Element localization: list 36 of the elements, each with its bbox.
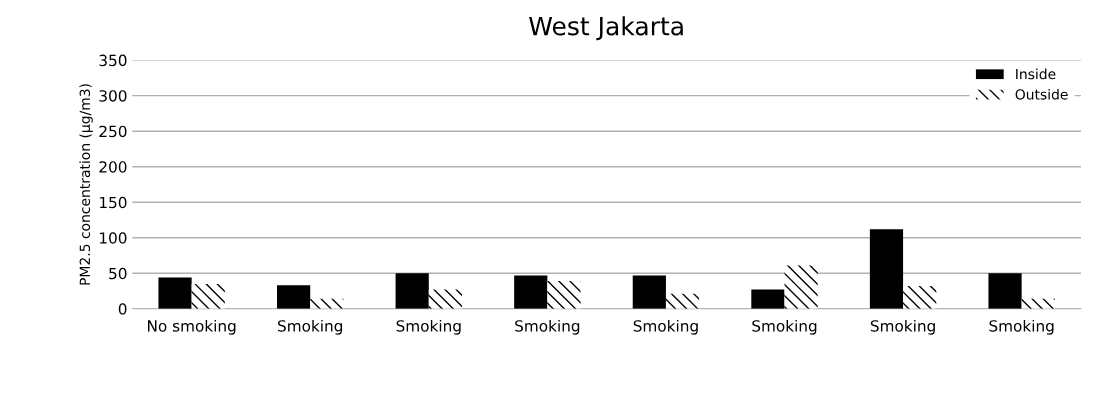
- bar: [310, 298, 344, 309]
- y-tick-label: 150: [100, 196, 127, 209]
- bar: [751, 289, 785, 309]
- x-tick-label: Smoking: [989, 319, 1054, 335]
- y-tick-label: 250: [99, 125, 127, 138]
- legend-label: Outside: [1015, 88, 1068, 100]
- y-tick-label: 100: [100, 232, 127, 244]
- y-tick-label: 0: [118, 303, 127, 315]
- x-tick-label: Smoking: [515, 319, 580, 335]
- x-tick-label: Smoking: [278, 319, 343, 335]
- bar: [547, 281, 581, 309]
- x-tick-label: Smoking: [752, 319, 817, 335]
- bar: [988, 273, 1022, 309]
- chart-title: West Jakarta: [529, 16, 683, 41]
- x-tick-label: Smoking: [870, 319, 935, 335]
- bar: [395, 273, 429, 309]
- x-tick-label: Smoking: [633, 319, 698, 335]
- bar: [1021, 298, 1055, 309]
- y-tick-label: 200: [99, 161, 127, 173]
- bar: [903, 286, 937, 309]
- y-tick-label: 300: [99, 90, 127, 102]
- bar: [869, 229, 904, 309]
- bar: [665, 293, 700, 309]
- x-tick-label: No smoking: [148, 319, 236, 335]
- bar: [632, 275, 666, 309]
- bar: [514, 275, 548, 309]
- y-tick-label: 350: [99, 54, 127, 67]
- x-tick-label: Smoking: [396, 319, 461, 335]
- legend-label: Inside: [1016, 68, 1056, 80]
- y-tick-label: 50: [109, 267, 127, 280]
- bar: [784, 265, 818, 309]
- bar: [277, 285, 311, 309]
- y-axis-title: PM2.5 concentration (µg/m3): [79, 84, 93, 285]
- bar: [158, 277, 192, 309]
- bar: [428, 289, 462, 309]
- bar: [191, 283, 225, 309]
